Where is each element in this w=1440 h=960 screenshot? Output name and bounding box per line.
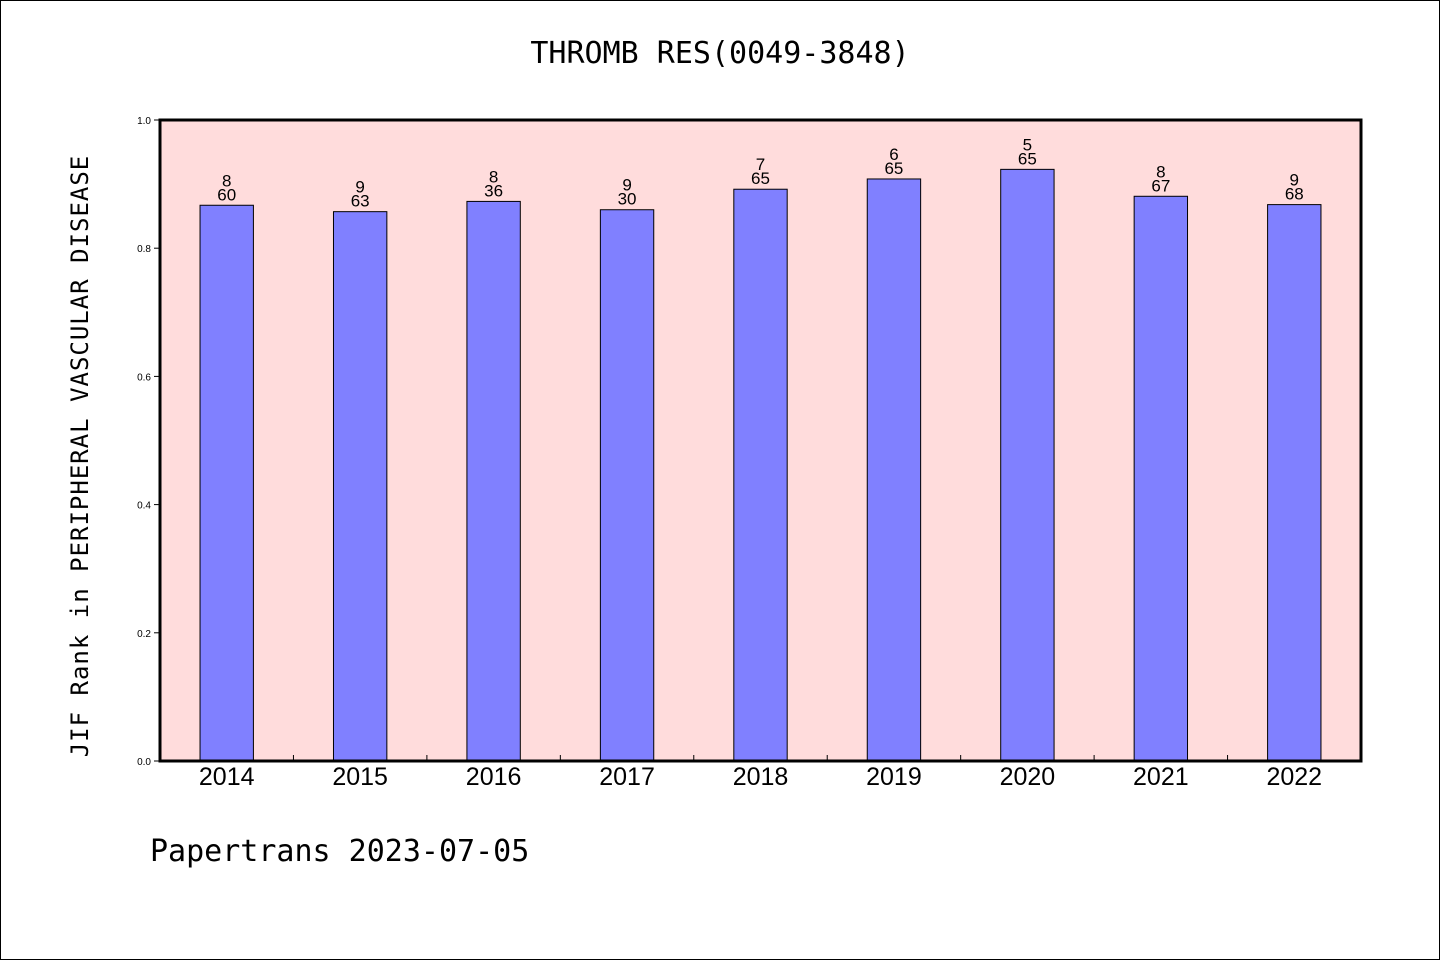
bar-rank-label: 9	[355, 178, 364, 197]
y-axis: 0.0 0.2 0.4 0.6 0.8 1.0	[137, 116, 160, 768]
x-tick-label: 2014	[199, 763, 255, 791]
x-tick-label: 2015	[332, 763, 388, 791]
x-tick-label: 2021	[1133, 763, 1189, 791]
bar-rank-label: 8	[489, 167, 498, 186]
bar-total-label: 65	[751, 169, 770, 188]
bar-rank-label: 8	[1156, 162, 1165, 181]
bar-rank-label: 9	[1290, 171, 1299, 190]
x-tick-label: 2022	[1266, 763, 1322, 791]
bar-2017	[599, 209, 655, 762]
chart-title: THROMB RES(0049-3848)	[530, 36, 910, 71]
bar-total-label: 63	[351, 192, 370, 211]
bar-total-label: 36	[484, 181, 503, 200]
bar-2022	[1267, 204, 1322, 762]
y-tick-label: 1.0	[137, 116, 151, 127]
bar-rank-label: 8	[222, 171, 231, 190]
y-tick-label: 0.8	[137, 244, 151, 255]
plot-border	[158, 118, 1363, 763]
y-tick-label: 0.2	[137, 629, 151, 640]
bar-2021	[1133, 195, 1189, 762]
y-tick-label: 0.4	[137, 501, 151, 512]
bar-total-label: 67	[1151, 176, 1170, 195]
x-tick-label: 2019	[866, 763, 922, 791]
bar-rank-label: 6	[889, 145, 898, 164]
bar-2019	[866, 178, 922, 762]
bar-2018	[733, 188, 788, 762]
bar-total-label: 30	[618, 190, 637, 209]
bar-2016	[466, 200, 521, 762]
bar-2020	[1000, 168, 1055, 762]
x-tick-label: 2016	[466, 763, 522, 791]
y-tick-label: 0.0	[137, 757, 151, 768]
bar-rank-label: 5	[1023, 135, 1032, 154]
bar-total-label: 65	[1018, 149, 1037, 168]
bar-2015	[332, 211, 388, 762]
bar-rank-label: 9	[622, 176, 631, 195]
x-axis: 2014 2015 2016 2017 2018 2019 2020 2021 2022	[199, 755, 1322, 791]
bar-rank-label: 7	[756, 155, 765, 174]
bar-total-label: 68	[1285, 185, 1304, 204]
y-tick-label: 0.6	[137, 372, 151, 383]
bars-group	[199, 168, 1322, 762]
x-tick-label: 2020	[1000, 763, 1056, 791]
bar-2014	[199, 204, 254, 762]
bar-total-label: 60	[217, 185, 236, 204]
bar-total-label: 65	[884, 159, 903, 178]
footer-credit: Papertrans 2023-07-05	[150, 834, 530, 869]
x-tick-label: 2018	[733, 763, 789, 791]
x-tick-label: 2017	[599, 763, 655, 791]
